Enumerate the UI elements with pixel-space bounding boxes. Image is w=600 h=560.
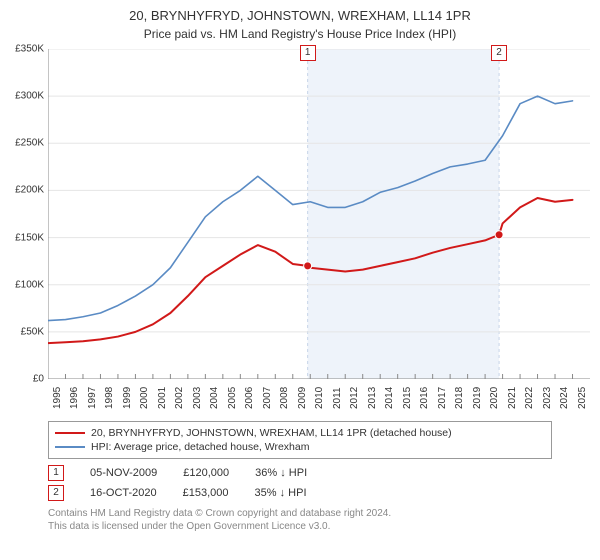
- y-tick-label: £300K: [0, 91, 44, 102]
- y-tick-label: £350K: [0, 44, 44, 55]
- x-tick-label: 2023: [542, 387, 553, 409]
- sale-record: 2 16-OCT-2020 £153,000 35% ↓ HPI: [48, 485, 600, 501]
- x-tick-label: 2012: [349, 387, 360, 409]
- chart-title-address: 20, BRYNHYFRYD, JOHNSTOWN, WREXHAM, LL14…: [0, 0, 600, 23]
- x-tick-label: 2004: [209, 387, 220, 409]
- sale-record: 1 05-NOV-2009 £120,000 36% ↓ HPI: [48, 465, 600, 481]
- x-tick-label: 2022: [524, 387, 535, 409]
- x-tick-label: 2000: [139, 387, 150, 409]
- attribution-footer: Contains HM Land Registry data © Crown c…: [48, 507, 600, 533]
- y-tick-label: £100K: [0, 279, 44, 290]
- sale-marker-badge: 2: [48, 485, 64, 501]
- x-tick-label: 2017: [437, 387, 448, 409]
- chart-plot-area: 12: [48, 49, 590, 379]
- x-axis-ticks: 1995 1996 1997 1998 1999 2000 2001 2002 2003 2004…: [48, 379, 590, 419]
- x-tick-label: 2021: [507, 387, 518, 409]
- sale-delta: 36% ↓ HPI: [255, 467, 307, 479]
- sale-date: 16-OCT-2020: [90, 487, 157, 499]
- x-tick-label: 2007: [262, 387, 273, 409]
- x-tick-label: 1998: [104, 387, 115, 409]
- x-tick-label: 2019: [472, 387, 483, 409]
- x-tick-label: 2018: [454, 387, 465, 409]
- x-tick-label: 2005: [227, 387, 238, 409]
- x-tick-label: 1997: [87, 387, 98, 409]
- y-tick-label: £150K: [0, 232, 44, 243]
- x-tick-label: 2008: [279, 387, 290, 409]
- x-tick-label: 2001: [157, 387, 168, 409]
- x-tick-label: 2011: [332, 387, 343, 409]
- footer-line: Contains HM Land Registry data © Crown c…: [48, 507, 600, 520]
- x-tick-label: 2010: [314, 387, 325, 409]
- x-tick-label: 2002: [174, 387, 185, 409]
- sale-marker-badge: 1: [48, 465, 64, 481]
- x-tick-label: 1999: [122, 387, 133, 409]
- footer-line: This data is licensed under the Open Gov…: [48, 520, 600, 533]
- x-tick-label: 2013: [367, 387, 378, 409]
- x-tick-label: 2020: [489, 387, 500, 409]
- legend-swatch: [55, 446, 85, 448]
- y-tick-label: £50K: [0, 326, 44, 337]
- x-tick-label: 2024: [559, 387, 570, 409]
- legend: 20, BRYNHYFRYD, JOHNSTOWN, WREXHAM, LL14…: [48, 421, 552, 459]
- chart-sale-marker: 1: [300, 45, 316, 61]
- x-tick-label: 2015: [402, 387, 413, 409]
- x-tick-label: 2003: [192, 387, 203, 409]
- y-tick-label: £200K: [0, 185, 44, 196]
- x-tick-label: 2025: [577, 387, 588, 409]
- legend-label: HPI: Average price, detached house, Wrex…: [91, 441, 310, 453]
- sale-price: £120,000: [183, 467, 229, 479]
- chart-sale-marker: 2: [491, 45, 507, 61]
- x-tick-label: 1996: [69, 387, 80, 409]
- x-tick-label: 1995: [52, 387, 63, 409]
- chart-svg: [48, 49, 590, 379]
- chart-container: 20, BRYNHYFRYD, JOHNSTOWN, WREXHAM, LL14…: [0, 0, 600, 560]
- y-tick-label: £0: [0, 374, 44, 385]
- y-tick-label: £250K: [0, 138, 44, 149]
- legend-item-hpi: HPI: Average price, detached house, Wrex…: [55, 440, 545, 454]
- sale-delta: 35% ↓ HPI: [255, 487, 307, 499]
- x-tick-label: 2009: [297, 387, 308, 409]
- sale-price: £153,000: [183, 487, 229, 499]
- x-tick-label: 2016: [419, 387, 430, 409]
- x-tick-label: 2006: [244, 387, 255, 409]
- legend-swatch: [55, 432, 85, 434]
- x-tick-label: 2014: [384, 387, 395, 409]
- legend-label: 20, BRYNHYFRYD, JOHNSTOWN, WREXHAM, LL14…: [91, 427, 452, 439]
- sale-date: 05-NOV-2009: [90, 467, 157, 479]
- legend-item-property: 20, BRYNHYFRYD, JOHNSTOWN, WREXHAM, LL14…: [55, 426, 545, 440]
